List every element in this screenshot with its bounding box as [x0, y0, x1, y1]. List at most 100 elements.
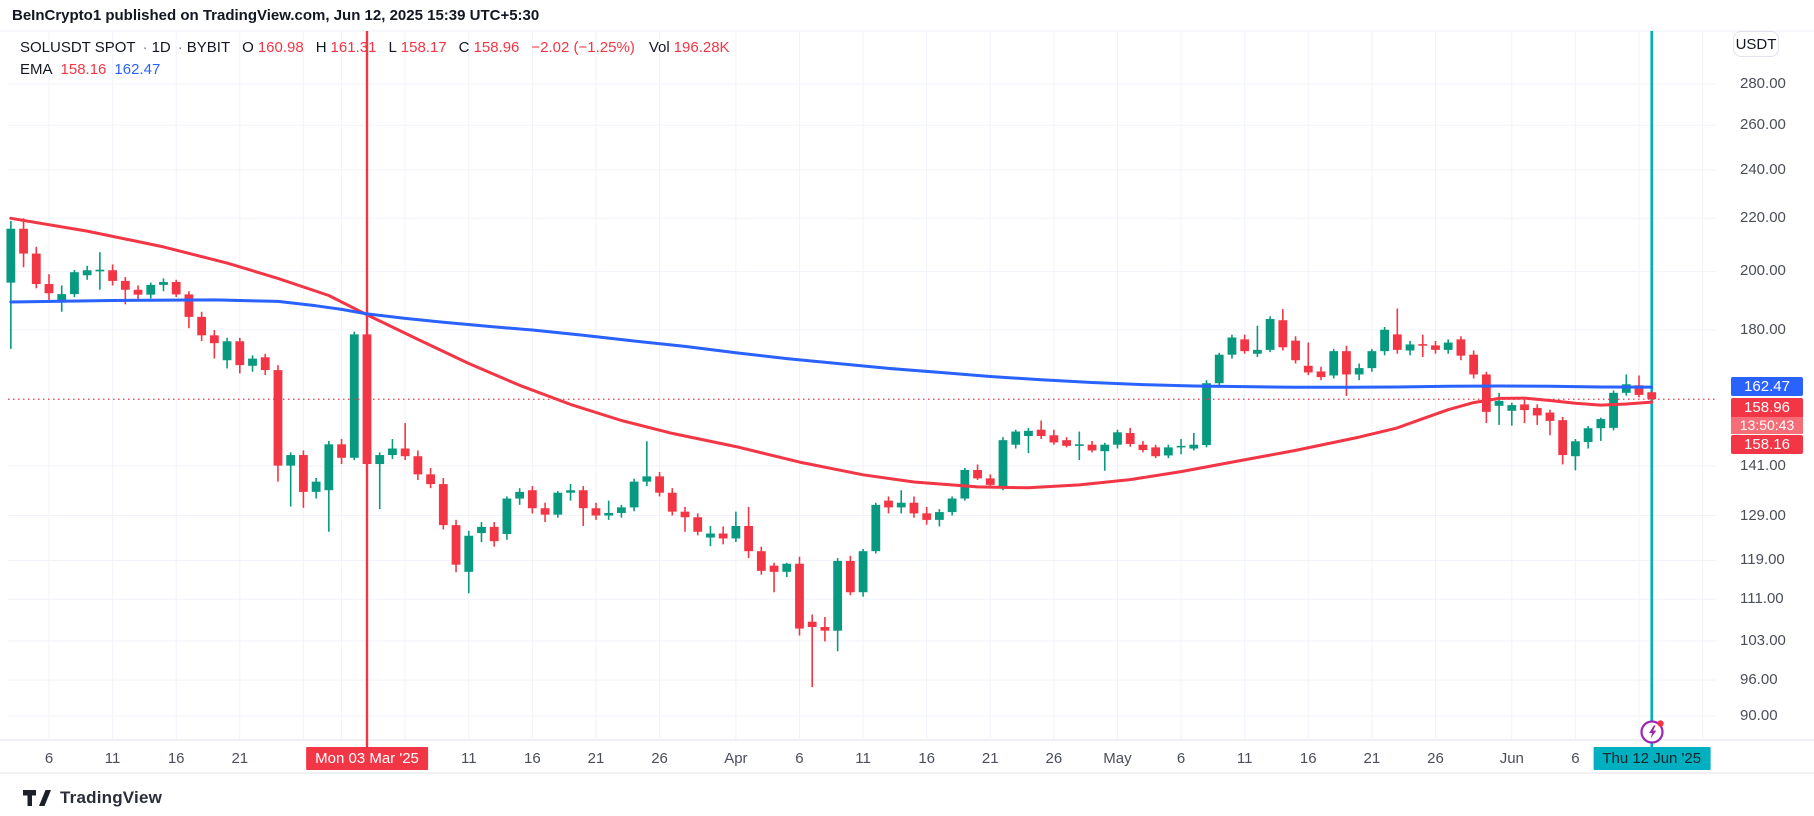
tradingview-logo-text: TradingView [60, 788, 163, 807]
price-axis-label: 200.00 [1740, 262, 1786, 280]
candle-body [655, 476, 664, 493]
volume-label: Vol [648, 39, 670, 56]
candle-body [235, 341, 245, 366]
candle-body [1138, 444, 1148, 451]
time-axis-label: May [1103, 750, 1132, 767]
candle-body [680, 511, 690, 518]
bar-countdown-timer: 13:50:43 [1731, 416, 1803, 434]
candle-body [884, 500, 893, 508]
ema-indicator-label[interactable]: EMA [20, 61, 53, 78]
time-axis-label: 16 [1299, 750, 1317, 767]
time-axis-label: Apr [724, 750, 748, 767]
candle-body [693, 517, 703, 532]
tradingview-logo-icon [23, 790, 51, 806]
time-axis-label: 6 [1571, 750, 1580, 767]
volume-value: 196.28K [673, 39, 730, 56]
price-axis-label: 90.00 [1740, 707, 1778, 724]
candle-body [1202, 383, 1211, 446]
candle-body [1163, 447, 1173, 456]
candle-body [744, 525, 753, 552]
ema-red-value: 158.16 [60, 61, 107, 78]
candle-body [998, 440, 1008, 489]
time-axis-label: Jun [1499, 750, 1524, 767]
candle-body [1647, 392, 1657, 400]
candle-body [489, 526, 499, 542]
time-axis-label: 26 [651, 750, 668, 767]
candle-body [731, 525, 741, 539]
low-value: 158.17 [400, 39, 447, 56]
date-marker-jun-12: Thu 12 Jun '25 [1593, 747, 1711, 770]
time-axis-label: 11 [855, 750, 871, 767]
time-axis-label: 21 [587, 750, 605, 767]
candle-body [515, 491, 525, 499]
currency-unit-button[interactable]: USDT [1733, 31, 1779, 57]
candle-body [1036, 429, 1046, 437]
price-axis-label: 260.00 [1740, 116, 1786, 134]
candle-body [1609, 392, 1618, 428]
open-label: O [242, 39, 254, 56]
symbol-title[interactable]: SOLUSDT SPOT [20, 39, 136, 56]
candle-body [1265, 319, 1275, 350]
candle-body [1456, 339, 1466, 356]
candle-body [70, 272, 79, 295]
candle-body [1227, 337, 1237, 355]
candle-body [413, 456, 423, 475]
low-label: L [388, 39, 397, 56]
candle-body [451, 525, 461, 565]
candle-body [1418, 344, 1428, 346]
publisher-line: BeInCrypto1 published on TradingView.com… [12, 7, 540, 24]
interval-label[interactable]: 1D [151, 39, 171, 56]
candle-body [82, 270, 92, 276]
candle-body [222, 341, 232, 361]
candle-body [1507, 405, 1517, 411]
candle-body [19, 228, 28, 254]
footer-brand[interactable]: TradingView [22, 788, 162, 808]
price-axis-label: 96.00 [1740, 671, 1778, 689]
price-axis-label: 111.00 [1740, 590, 1784, 608]
candle-body [477, 526, 486, 534]
price-axis-label: 240.00 [1740, 160, 1786, 178]
exchange-label: BYBIT [186, 39, 231, 56]
candle-body [604, 512, 614, 516]
candle-body [44, 284, 54, 294]
candle-body [845, 560, 855, 593]
lightning-flash-icon[interactable] [1639, 718, 1666, 745]
time-axis-label: 16 [524, 750, 541, 767]
candle-body [1520, 404, 1529, 411]
candle-body [1367, 351, 1377, 369]
candle-body [1571, 441, 1580, 457]
time-axis-label: 21 [1363, 750, 1381, 767]
candle-body [1062, 440, 1071, 446]
candle-body [769, 565, 779, 572]
candle-body [833, 560, 843, 631]
ema-line [9, 216, 1654, 490]
candle-body [935, 512, 944, 520]
candle-body [1545, 412, 1555, 421]
legend-separator: · [177, 39, 183, 56]
ema-line [9, 298, 1654, 389]
candle-body [1405, 344, 1415, 351]
candle-body [1253, 349, 1262, 354]
candle-body [896, 502, 906, 508]
candle-body [388, 448, 397, 456]
candle-body [133, 289, 143, 295]
candle-body [1558, 420, 1568, 456]
candle-body [120, 280, 130, 290]
candle-body [1316, 371, 1326, 378]
time-axis-label: 6 [795, 750, 804, 767]
price-tag-last-price: 158.96 13:50:43 [1731, 397, 1803, 434]
candle-body [553, 492, 563, 515]
candle-body [400, 448, 410, 457]
candle-body [197, 316, 207, 336]
candle-body [540, 508, 550, 515]
time-axis-label: 26 [1045, 750, 1063, 767]
candle-body [566, 490, 575, 493]
symbol-legend: SOLUSDT SPOT · 1D · BYBIT O 160.98 H 161.31 L 158.… [20, 38, 734, 79]
candle-body [871, 504, 881, 552]
price-axis-label: 180.00 [1740, 321, 1786, 339]
candle-body [1087, 444, 1097, 451]
candle-body [985, 478, 995, 485]
candle-body [31, 253, 41, 285]
